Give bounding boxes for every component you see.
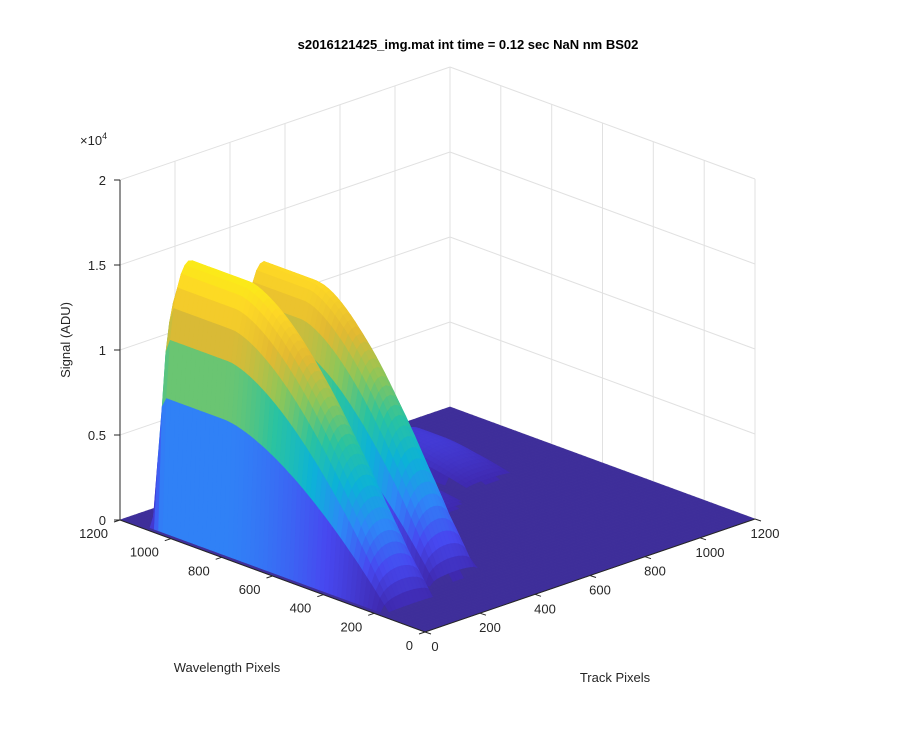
grid-line-side-z: [449, 236, 756, 350]
grid-line-back-z: [119, 151, 451, 266]
grid-line-side-z: [449, 66, 756, 180]
grid-line-side-z: [449, 321, 756, 435]
surface-mesh: [119, 260, 756, 633]
grid-line-side-z: [449, 151, 756, 265]
grid-line-back-z: [119, 66, 451, 181]
